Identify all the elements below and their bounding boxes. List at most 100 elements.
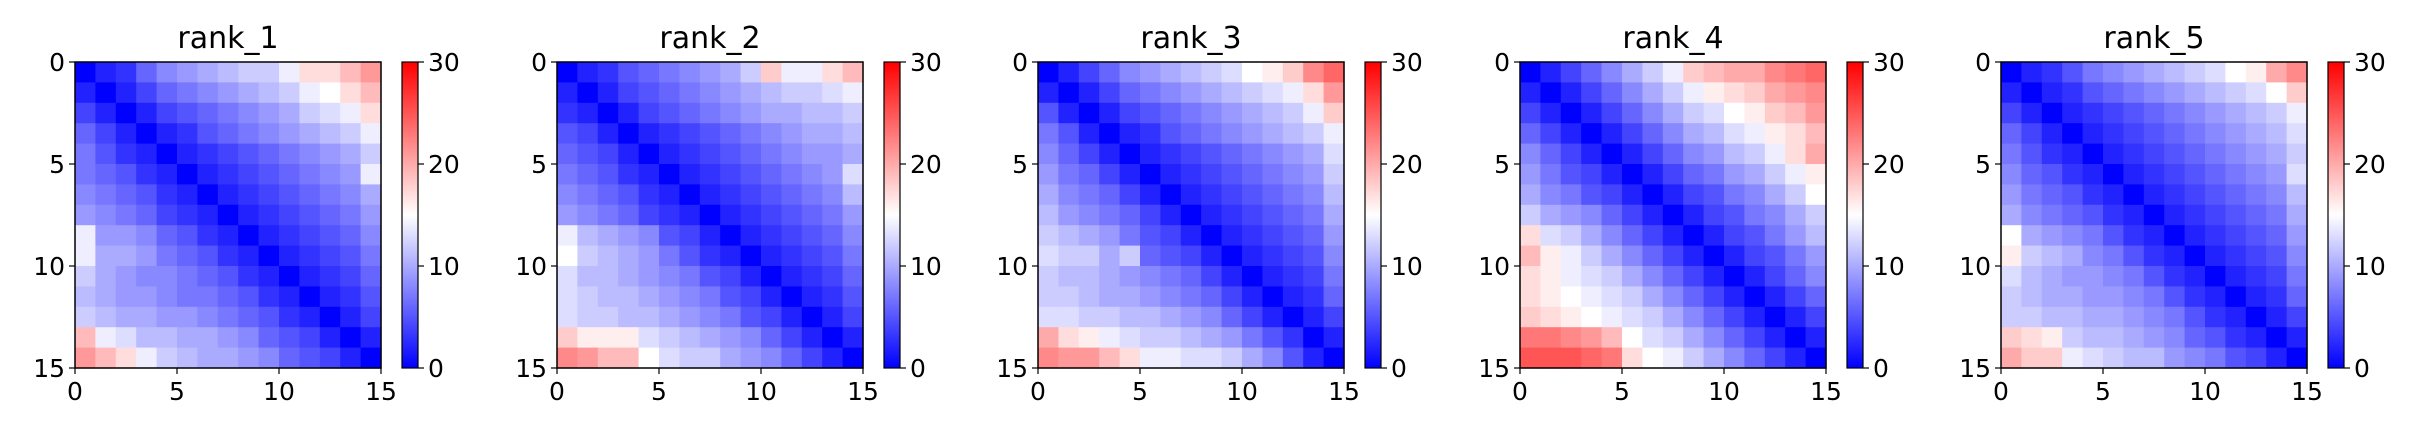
heatmap-cell xyxy=(638,184,660,206)
heatmap-cell xyxy=(258,184,280,206)
heatmap-cell xyxy=(2123,102,2145,124)
heatmap-cell xyxy=(238,123,260,145)
heatmap-cell xyxy=(2245,204,2267,226)
heatmap-cells xyxy=(75,62,382,369)
heatmap-cell xyxy=(2225,347,2247,369)
heatmap-cell xyxy=(177,82,198,104)
heatmap-cell xyxy=(618,347,640,369)
heatmap-cell xyxy=(360,164,382,185)
heatmap-cell xyxy=(238,327,260,349)
chart-title: rank_3 xyxy=(1140,21,1241,56)
heatmap-cell xyxy=(1805,102,1827,124)
heatmap-cell xyxy=(1683,204,1705,226)
heatmap-cell xyxy=(136,143,158,165)
heatmap-cell xyxy=(2184,82,2206,104)
heatmap-cell xyxy=(2205,245,2226,267)
heatmap-cell xyxy=(1662,347,1684,369)
heatmap-cell xyxy=(577,82,599,104)
heatmap-cell xyxy=(115,347,137,369)
heatmap-cell xyxy=(1520,204,1541,226)
heatmap-cell xyxy=(1282,286,1304,308)
heatmap-cell xyxy=(597,102,619,124)
heatmap-cell xyxy=(781,245,803,267)
heatmap-cell xyxy=(1058,123,1080,145)
heatmap-cell xyxy=(2225,102,2247,124)
heatmap-cell xyxy=(2143,102,2165,124)
heatmap-cell xyxy=(1303,164,1325,185)
heatmap-cell xyxy=(2041,306,2063,328)
colorbar-tick-label: 10 xyxy=(1391,252,1423,281)
heatmap-cell xyxy=(1140,286,1161,308)
heatmap-cell xyxy=(2164,306,2186,328)
heatmap-cell xyxy=(1724,347,1745,369)
heatmap-cell xyxy=(2184,347,2206,369)
heatmap-cell xyxy=(1160,327,1182,349)
heatmap-cell xyxy=(75,306,96,328)
heatmap-cell xyxy=(217,143,239,165)
heatmap-cell xyxy=(1540,327,1562,349)
heatmap-cell xyxy=(1242,184,1263,206)
heatmap-cell xyxy=(2082,102,2104,124)
heatmap-cell xyxy=(822,184,844,206)
heatmap-cell xyxy=(1601,62,1623,83)
heatmap-cell xyxy=(115,266,137,287)
heatmap-cell xyxy=(2266,266,2288,287)
heatmap-cell xyxy=(2123,347,2145,369)
heatmap-cell xyxy=(1662,82,1684,104)
heatmap-cell xyxy=(1038,286,1059,308)
heatmap-cell xyxy=(319,164,341,185)
heatmap-cell xyxy=(360,123,382,145)
heatmap-cell xyxy=(2123,82,2145,104)
heatmap-cell xyxy=(1785,245,1807,267)
heatmap-cell xyxy=(1119,82,1141,104)
heatmap-cell xyxy=(299,225,321,247)
heatmap-cell xyxy=(679,306,701,328)
heatmap-cell xyxy=(2021,245,2043,267)
heatmap-cell xyxy=(2143,164,2165,185)
heatmap-cell xyxy=(2082,266,2104,287)
heatmap-cell xyxy=(1642,62,1664,83)
heatmap-cell xyxy=(217,204,239,226)
heatmap-cell xyxy=(299,327,321,349)
heatmap-cell xyxy=(1622,204,1643,226)
heatmap-cell xyxy=(1180,62,1202,83)
heatmap-cell xyxy=(822,164,844,185)
heatmap-cell xyxy=(258,306,280,328)
heatmap-cell xyxy=(279,327,300,349)
heatmap-cell xyxy=(720,266,742,287)
heatmap-cell xyxy=(1099,164,1121,185)
heatmap-cell xyxy=(597,123,619,145)
heatmap-cell xyxy=(2001,347,2022,369)
heatmap-cell xyxy=(1323,123,1345,145)
heatmap-cell xyxy=(597,286,619,308)
heatmap-cell xyxy=(2164,204,2186,226)
heatmap-cell xyxy=(1262,225,1284,247)
heatmap-cell xyxy=(258,82,280,104)
heatmap-cell xyxy=(238,62,260,83)
heatmap-cell xyxy=(1540,82,1562,104)
heatmap-cell xyxy=(1323,62,1345,83)
heatmap-cell xyxy=(1140,184,1161,206)
heatmap-cell xyxy=(699,123,721,145)
heatmap-cell xyxy=(2225,245,2247,267)
heatmap-cell xyxy=(1581,184,1603,206)
heatmap-cell xyxy=(95,245,117,267)
heatmap-cell xyxy=(2062,143,2084,165)
heatmap-cell xyxy=(2184,184,2206,206)
heatmap-cell xyxy=(2286,123,2308,145)
heatmap-cell xyxy=(1303,123,1325,145)
x-tick-label: 0 xyxy=(549,377,565,406)
heatmap-cell xyxy=(1282,143,1304,165)
heatmap-cell xyxy=(842,62,864,83)
heatmap-cell xyxy=(1242,266,1263,287)
heatmap-cell xyxy=(577,266,599,287)
x-tick-label: 15 xyxy=(365,377,397,406)
heatmap-cell xyxy=(801,225,823,247)
heatmap-cell xyxy=(360,245,382,267)
heatmap-cell xyxy=(2123,286,2145,308)
y-tick-label: 5 xyxy=(1975,150,1991,179)
heatmap-cell xyxy=(2164,62,2186,83)
heatmap-cell xyxy=(1140,143,1161,165)
heatmap-cell xyxy=(659,347,680,369)
heatmap-cell xyxy=(1303,143,1325,165)
